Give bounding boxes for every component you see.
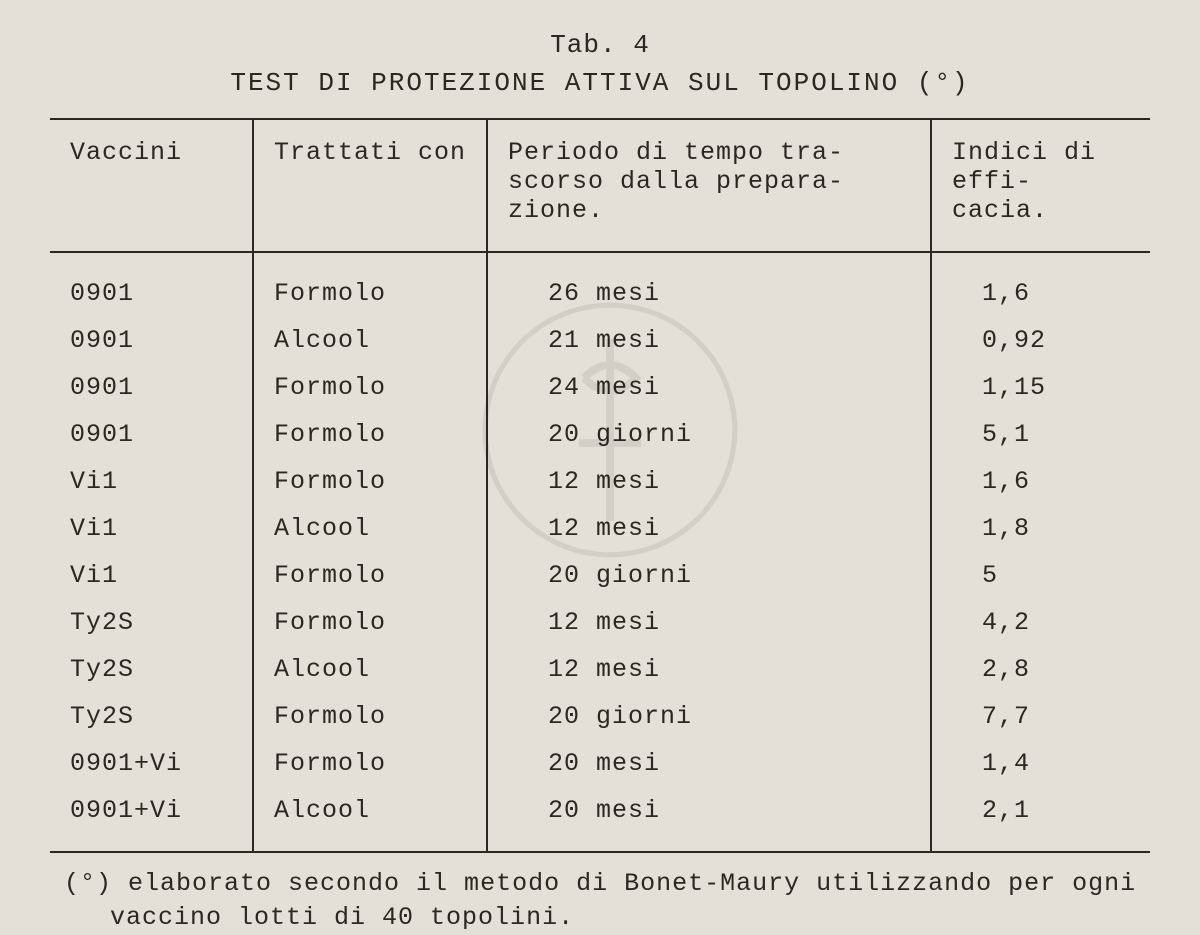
- table-cell: 20 giorni: [487, 552, 931, 599]
- table-cell: 12 mesi: [487, 599, 931, 646]
- table-cell: 26 mesi: [487, 252, 931, 317]
- table-row: 0901Formolo26 mesi1,6: [50, 252, 1150, 317]
- table-cell: Alcool: [253, 317, 487, 364]
- table-cell: Formolo: [253, 599, 487, 646]
- table-cell: 5,1: [931, 411, 1150, 458]
- table-cell: Vi1: [50, 505, 253, 552]
- table-cell: 20 giorni: [487, 693, 931, 740]
- table-cell: Vi1: [50, 458, 253, 505]
- table-cell: Formolo: [253, 411, 487, 458]
- table-row: 0901+ViFormolo20 mesi1,4: [50, 740, 1150, 787]
- table-cell: 5: [931, 552, 1150, 599]
- table-row: 0901Formolo24 mesi1,15: [50, 364, 1150, 411]
- table-cell: Formolo: [253, 252, 487, 317]
- table-cell: Alcool: [253, 646, 487, 693]
- table-cell: 0901: [50, 317, 253, 364]
- table-cell: 1,6: [931, 252, 1150, 317]
- data-table: Vaccini Trattati con Periodo di tempo tr…: [50, 118, 1150, 853]
- table-cell: 0901+Vi: [50, 740, 253, 787]
- table-cell: 24 mesi: [487, 364, 931, 411]
- table-cell: Ty2S: [50, 693, 253, 740]
- table-number: Tab. 4: [50, 30, 1150, 60]
- footnote: (°) elaborato secondo il metodo di Bonet…: [50, 867, 1150, 935]
- table-cell: 1,8: [931, 505, 1150, 552]
- table-cell: Vi1: [50, 552, 253, 599]
- table-cell: 2,1: [931, 787, 1150, 852]
- table-cell: 7,7: [931, 693, 1150, 740]
- table-cell: Alcool: [253, 505, 487, 552]
- table-cell: 1,15: [931, 364, 1150, 411]
- col-header-periodo: Periodo di tempo tra-scorso dalla prepar…: [487, 119, 931, 252]
- table-cell: 1,6: [931, 458, 1150, 505]
- table-header: Vaccini Trattati con Periodo di tempo tr…: [50, 119, 1150, 252]
- table-title: TEST DI PROTEZIONE ATTIVA SUL TOPOLINO (…: [50, 68, 1150, 98]
- title-block: Tab. 4 TEST DI PROTEZIONE ATTIVA SUL TOP…: [50, 30, 1150, 98]
- table-cell: 0901: [50, 364, 253, 411]
- table-row: Vi1Formolo20 giorni5: [50, 552, 1150, 599]
- table-cell: 20 giorni: [487, 411, 931, 458]
- table-cell: 20 mesi: [487, 787, 931, 852]
- table-cell: 12 mesi: [487, 458, 931, 505]
- table-cell: 21 mesi: [487, 317, 931, 364]
- table-row: 0901Formolo20 giorni5,1: [50, 411, 1150, 458]
- document-page: Tab. 4 TEST DI PROTEZIONE ATTIVA SUL TOP…: [0, 0, 1200, 913]
- table-cell: 20 mesi: [487, 740, 931, 787]
- table-cell: 4,2: [931, 599, 1150, 646]
- table-cell: 0,92: [931, 317, 1150, 364]
- table-cell: Ty2S: [50, 646, 253, 693]
- table-body: 0901Formolo26 mesi1,60901Alcool21 mesi0,…: [50, 252, 1150, 852]
- table-cell: Formolo: [253, 364, 487, 411]
- table-cell: 12 mesi: [487, 646, 931, 693]
- table-cell: Formolo: [253, 458, 487, 505]
- table-cell: Alcool: [253, 787, 487, 852]
- table-row: 0901+ViAlcool20 mesi2,1: [50, 787, 1150, 852]
- table-cell: 0901: [50, 411, 253, 458]
- table-row: Ty2SFormolo12 mesi4,2: [50, 599, 1150, 646]
- col-header-indici: Indici di effi-cacia.: [931, 119, 1150, 252]
- table-cell: Formolo: [253, 693, 487, 740]
- col-header-trattati: Trattati con: [253, 119, 487, 252]
- table-row: 0901Alcool21 mesi0,92: [50, 317, 1150, 364]
- table-cell: Formolo: [253, 740, 487, 787]
- table-cell: Ty2S: [50, 599, 253, 646]
- table-row: Vi1Formolo12 mesi1,6: [50, 458, 1150, 505]
- col-header-vaccini: Vaccini: [50, 119, 253, 252]
- table-cell: 2,8: [931, 646, 1150, 693]
- table-row: Ty2SAlcool12 mesi2,8: [50, 646, 1150, 693]
- table-row: Ty2SFormolo20 giorni7,7: [50, 693, 1150, 740]
- table-cell: 12 mesi: [487, 505, 931, 552]
- table-row: Vi1Alcool12 mesi1,8: [50, 505, 1150, 552]
- table-cell: Formolo: [253, 552, 487, 599]
- table-cell: 1,4: [931, 740, 1150, 787]
- table-cell: 0901+Vi: [50, 787, 253, 852]
- table-cell: 0901: [50, 252, 253, 317]
